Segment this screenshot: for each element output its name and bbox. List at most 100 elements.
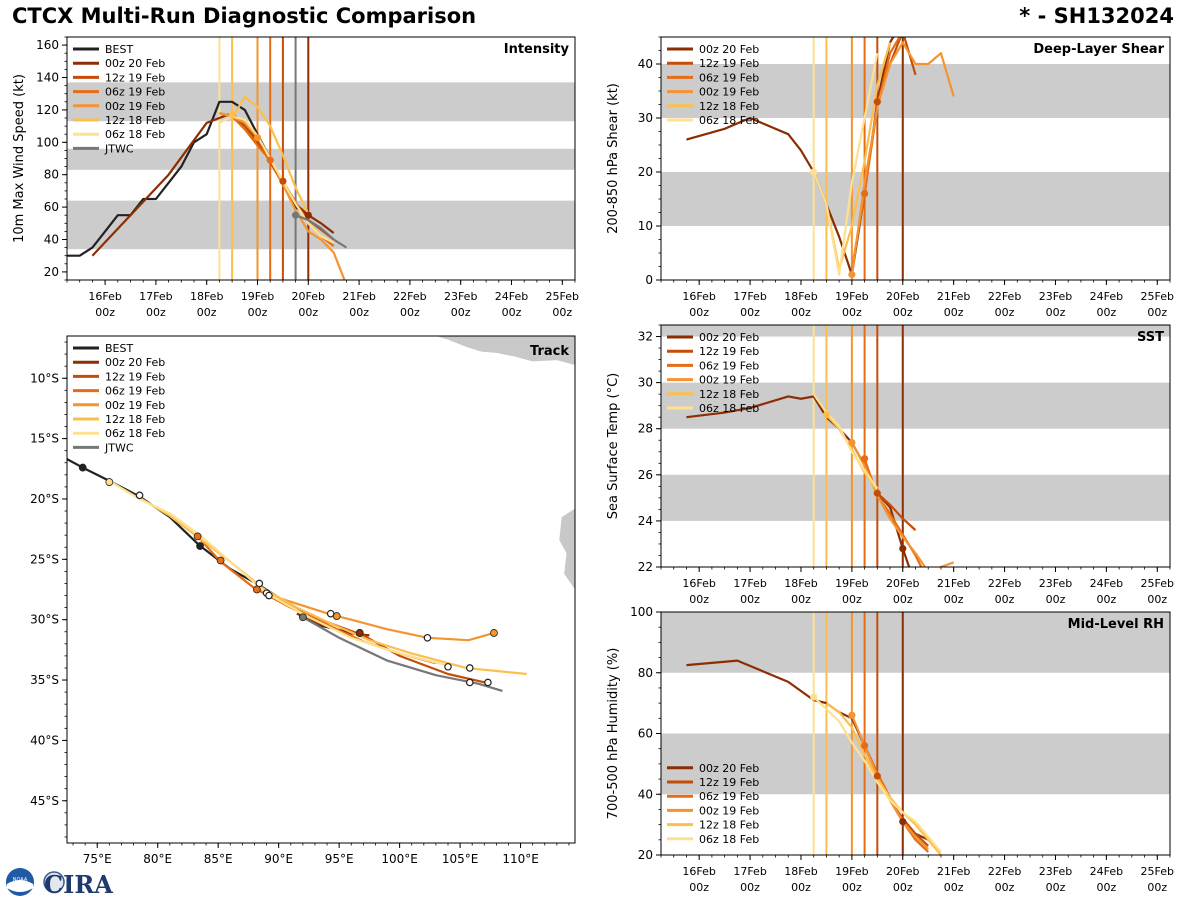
series-line [850,442,955,567]
track-marker-open [465,678,474,687]
noaa-logo-text: NOAA [13,877,28,883]
plot-area [661,325,1170,567]
land-mass [559,508,575,590]
series-marker [253,133,262,142]
x-tick-label: 00z [1046,593,1066,606]
x-tick-label: 22Feb [988,290,1021,303]
x-tick-label: 25Feb [546,290,579,303]
y-axis-label: 10m Max Wind Speed (kt) [12,74,27,243]
shaded-band [67,200,575,250]
plot-area [67,37,575,280]
x-tick-label: 80°E [143,852,172,866]
x-tick-label: 20Feb [886,290,919,303]
x-tick-label: 00z [944,593,964,606]
y-axis-label: 700-500 hPa Humidity (%) [606,648,621,820]
track-marker-filled [298,613,307,622]
y-tick-label: 28 [638,422,653,436]
x-tick-label: 22Feb [988,577,1021,590]
x-tick-label: 00z [740,593,760,606]
x-tick-label: 24Feb [495,290,528,303]
track-marker-open [465,664,474,672]
x-tick-label: 00z [349,306,369,319]
x-tick-label: 16Feb [88,290,121,303]
shaded-band [661,474,1170,521]
y-tick-label: 20°S [30,492,59,506]
legend-label: 00z 19 Feb [699,804,759,817]
legend-label: 12z 18 Feb [699,819,759,832]
series-line [876,492,917,531]
x-tick-label: 00z [791,593,811,606]
x-tick-label: 00z [400,306,420,319]
x-tick-label: 19Feb [835,290,868,303]
x-tick-label: 23Feb [1039,865,1072,878]
x-tick-label: 20Feb [886,577,919,590]
x-tick-label: 21Feb [937,577,970,590]
panel-deep-layer-shear: 0 10 20 30 40 16Feb 00z 17Feb 00z 18Feb 00z 19Feb 00… [606,36,1174,319]
legend-label: 00z 20 Feb [105,356,165,369]
legend-label: 00z 19 Feb [699,86,759,99]
y-tick-label: 30°S [30,613,59,627]
legend-label: 06z 18 Feb [699,114,759,127]
x-tick-label: 18Feb [784,290,817,303]
y-tick-label: 100 [36,135,59,149]
series-marker [848,438,856,447]
plot-area [661,37,1170,280]
legend-label: 12z 19 Feb [105,370,165,383]
panel-title: Intensity [504,42,570,57]
series-marker [810,693,818,701]
land-mass [435,336,575,365]
shaded-band [661,612,1170,673]
series-line [218,115,335,244]
legend-label: BEST [105,43,133,56]
legend-label: JTWC [104,142,134,155]
x-tick-label: 19Feb [241,290,274,303]
x-tick-label: 25Feb [1141,577,1174,590]
legend-label: JTWC [104,441,134,454]
x-tick-label: 00z [298,306,318,319]
legend-label: 12z 18 Feb [105,114,165,127]
y-axis-label: 200-850 hPa Shear (kt) [606,83,621,234]
legend-label: 12z 19 Feb [699,776,759,789]
series-marker [848,271,856,279]
x-tick-label: 00z [248,306,268,319]
x-tick-label: 00z [1096,593,1116,606]
series-line [812,52,879,276]
x-tick-label: 00z [689,593,709,606]
plot-area [67,336,575,692]
legend-label: 06z 19 Feb [105,385,165,398]
legend-label: 06z 19 Feb [699,790,759,803]
legend-label: 06z 19 Feb [699,359,759,372]
x-tick-label: 90°E [264,852,293,866]
shaded-band [661,172,1170,226]
x-tick-label: 00z [1147,593,1167,606]
x-tick-label: 00z [1096,306,1116,319]
series-marker [899,817,907,826]
x-tick-label: 00z [740,881,760,894]
x-tick-label: 00z [1046,306,1066,319]
x-tick-label: 00z [552,306,572,319]
legend-label: BEST [105,342,133,355]
x-tick-label: 23Feb [1039,290,1072,303]
x-tick-label: 19Feb [835,865,868,878]
track-line [196,535,437,665]
track-line [108,479,449,667]
x-tick-label: 75°E [83,852,112,866]
y-tick-label: 10°S [30,371,59,385]
x-tick-label: 00z [1147,306,1167,319]
x-tick-label: 17Feb [733,865,766,878]
x-tick-label: 17Feb [139,290,172,303]
cira-logo-text: CIRA [44,870,113,898]
panel-sst: 22 24 26 28 30 32 16Feb 00z 17Feb 00z 18Feb 00z 19Fe… [606,324,1174,606]
track-line [254,586,495,642]
x-tick-label: 21Feb [937,865,970,878]
x-tick-label: 20Feb [292,290,325,303]
series-line [850,41,955,275]
track-marker-open [326,609,335,618]
track-marker-filled [196,542,204,550]
series-marker [292,211,300,219]
x-tick-label: 20Feb [886,865,919,878]
y-tick-label: 100 [630,605,653,619]
legend-label: 06z 18 Feb [105,128,165,141]
x-tick-label: 24Feb [1090,290,1123,303]
